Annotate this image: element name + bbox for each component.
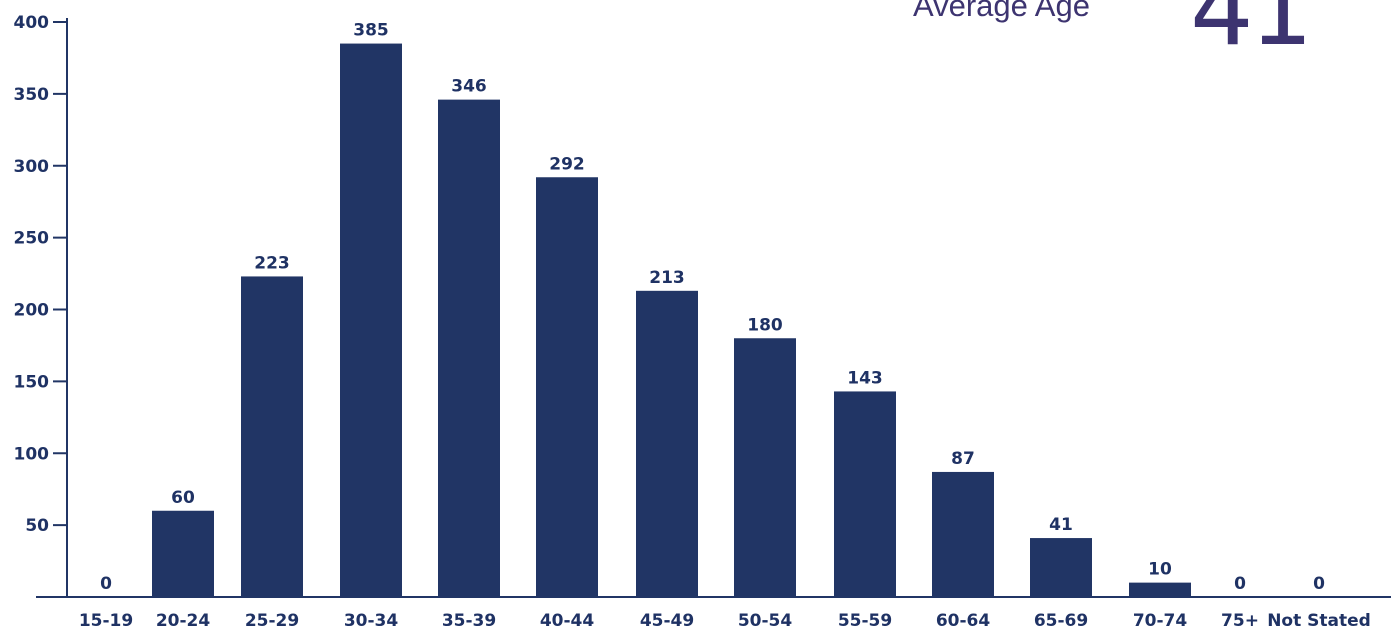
data-label: 87	[951, 449, 975, 469]
data-label: 0	[1234, 574, 1246, 594]
x-tick-label: 20-24	[156, 611, 211, 630]
bar	[734, 338, 796, 597]
x-tick-label: 30-34	[344, 611, 399, 630]
y-tick-label: 300	[14, 157, 50, 177]
y-tick-label: 400	[14, 13, 50, 33]
x-tick-label: 35-39	[442, 611, 496, 630]
y-tick-label: 150	[14, 372, 50, 392]
x-tick-label: 45-49	[640, 611, 694, 630]
data-label: 0	[100, 574, 112, 594]
x-tick-label: 65-69	[1034, 611, 1088, 630]
y-tick-label: 50	[25, 516, 49, 536]
x-tick-label: 55-59	[838, 611, 892, 630]
x-tick-label: Not Stated	[1267, 611, 1371, 630]
data-label: 0	[1313, 574, 1325, 594]
bar	[1030, 538, 1092, 597]
bar	[932, 471, 994, 597]
bar	[152, 510, 214, 597]
x-tick-label: 40-44	[540, 611, 595, 630]
data-label: 60	[171, 488, 195, 508]
data-label: 143	[847, 368, 883, 388]
bar	[636, 290, 698, 597]
data-label: 180	[747, 315, 783, 335]
data-label: 41	[1049, 515, 1073, 535]
bar	[1129, 582, 1191, 597]
x-tick-label: 60-64	[936, 611, 991, 630]
bar	[438, 99, 500, 597]
bar	[536, 177, 598, 597]
bar	[834, 391, 896, 597]
average-age-value: 41	[1190, 0, 1313, 68]
data-label: 346	[451, 77, 487, 97]
x-tick-label: 50-54	[738, 611, 793, 630]
average-age-label: Average Age	[913, 0, 1090, 23]
data-label: 385	[353, 21, 389, 41]
bar	[340, 43, 402, 597]
data-label: 223	[254, 253, 290, 273]
bar	[241, 276, 303, 597]
y-tick-label: 200	[14, 301, 50, 321]
data-label: 10	[1148, 560, 1172, 580]
y-tick-label: 250	[14, 229, 50, 249]
data-label: 292	[549, 154, 585, 174]
x-tick-label: 75+	[1221, 611, 1259, 630]
x-tick-label: 15-19	[79, 611, 133, 630]
data-label: 213	[649, 268, 685, 288]
x-tick-label: 25-29	[245, 611, 299, 630]
x-tick-label: 70-74	[1133, 611, 1188, 630]
y-tick-label: 350	[14, 85, 50, 105]
y-tick-label: 100	[14, 444, 50, 464]
